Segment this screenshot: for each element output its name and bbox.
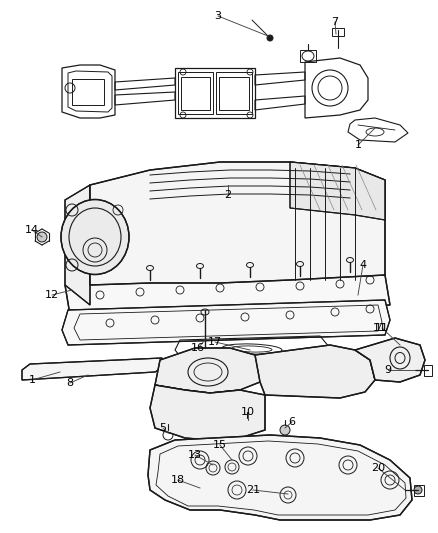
Text: 21: 21	[245, 485, 259, 495]
Polygon shape	[65, 275, 389, 315]
Text: 13: 13	[187, 450, 201, 460]
Polygon shape	[150, 385, 265, 440]
Polygon shape	[155, 348, 265, 393]
Text: 11: 11	[374, 323, 388, 333]
Text: 11: 11	[372, 323, 386, 333]
Polygon shape	[90, 162, 384, 285]
Polygon shape	[65, 185, 90, 305]
Ellipse shape	[413, 486, 421, 494]
Ellipse shape	[37, 232, 47, 242]
Ellipse shape	[279, 425, 290, 435]
Polygon shape	[62, 300, 389, 345]
Text: 5: 5	[159, 423, 166, 433]
Text: 7: 7	[331, 17, 338, 27]
Text: 12: 12	[45, 290, 59, 300]
Text: 16: 16	[191, 343, 205, 353]
Text: 18: 18	[170, 475, 185, 485]
Text: 9: 9	[384, 365, 391, 375]
Polygon shape	[22, 358, 162, 380]
Text: 6: 6	[288, 417, 295, 427]
Text: 10: 10	[240, 407, 254, 417]
Polygon shape	[254, 345, 374, 398]
Text: 20: 20	[370, 463, 384, 473]
Text: 1: 1	[28, 375, 35, 385]
Text: 2: 2	[224, 190, 231, 200]
Text: 4: 4	[359, 260, 366, 270]
Ellipse shape	[266, 35, 272, 41]
Text: 8: 8	[66, 378, 74, 388]
Polygon shape	[354, 338, 424, 382]
Polygon shape	[290, 162, 384, 220]
Text: 1: 1	[354, 140, 360, 150]
Polygon shape	[148, 435, 411, 520]
Text: 15: 15	[212, 440, 226, 450]
Text: 3: 3	[214, 11, 221, 21]
Text: 14: 14	[25, 225, 39, 235]
Ellipse shape	[61, 199, 129, 274]
Text: 17: 17	[208, 337, 222, 347]
